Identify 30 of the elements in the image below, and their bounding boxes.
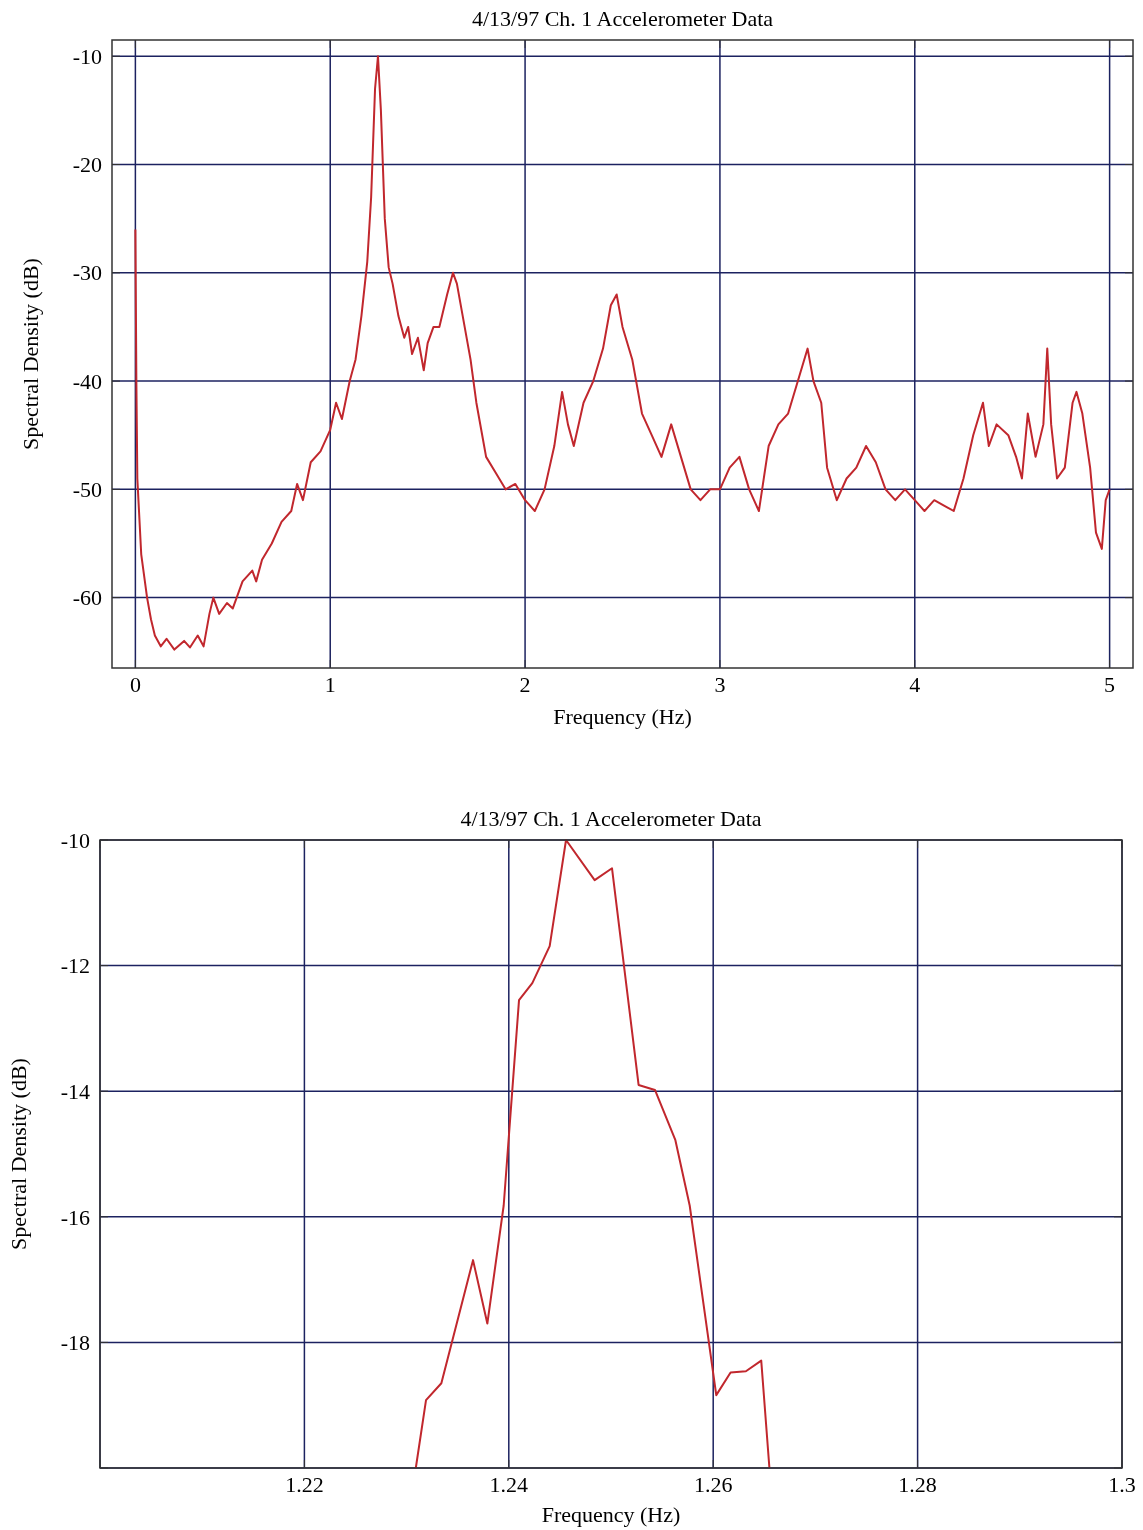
x-tick-label: 3 [714, 672, 726, 697]
chart-title: 4/13/97 Ch. 1 Accelerometer Data [471, 6, 774, 31]
y-tick-label: -18 [60, 1330, 90, 1356]
x-tick-label: 1.3 [1108, 1472, 1136, 1497]
y-axis-title: Spectral Density (dB) [18, 258, 43, 450]
x-axis-title: Frequency (Hz) [553, 704, 692, 729]
x-tick-label: 5 [1104, 672, 1116, 697]
chart-title: 4/13/97 Ch. 1 Accelerometer Data [460, 806, 762, 831]
y-tick-label: -16 [60, 1204, 90, 1230]
y-tick-label: -10 [60, 827, 90, 853]
y-tick-label: -60 [72, 585, 102, 611]
x-tick-label: 1.24 [489, 1472, 529, 1497]
x-tick-label: 1.26 [693, 1472, 733, 1497]
y-tick-label: -12 [60, 953, 90, 979]
y-tick-label: -20 [72, 152, 102, 178]
x-tick-label: 1 [324, 672, 336, 697]
x-tick-label: 1.28 [898, 1472, 937, 1497]
y-tick-label: -14 [60, 1078, 90, 1104]
x-tick-label: 0 [129, 672, 141, 697]
line-series [414, 839, 771, 1469]
x-tick-label: 4 [909, 672, 921, 697]
x-tick-label: 1.22 [285, 1472, 324, 1497]
x-axis-title: Frequency (Hz) [541, 1502, 681, 1527]
y-tick-label: -50 [72, 477, 102, 503]
x-tick-label: 2 [519, 672, 531, 697]
y-tick-label: -40 [72, 368, 102, 394]
y-axis-title: Spectral Density (dB) [6, 1058, 31, 1250]
y-tick-label: -10 [72, 43, 102, 69]
line-series [134, 55, 1111, 651]
y-tick-label: -30 [72, 260, 102, 286]
